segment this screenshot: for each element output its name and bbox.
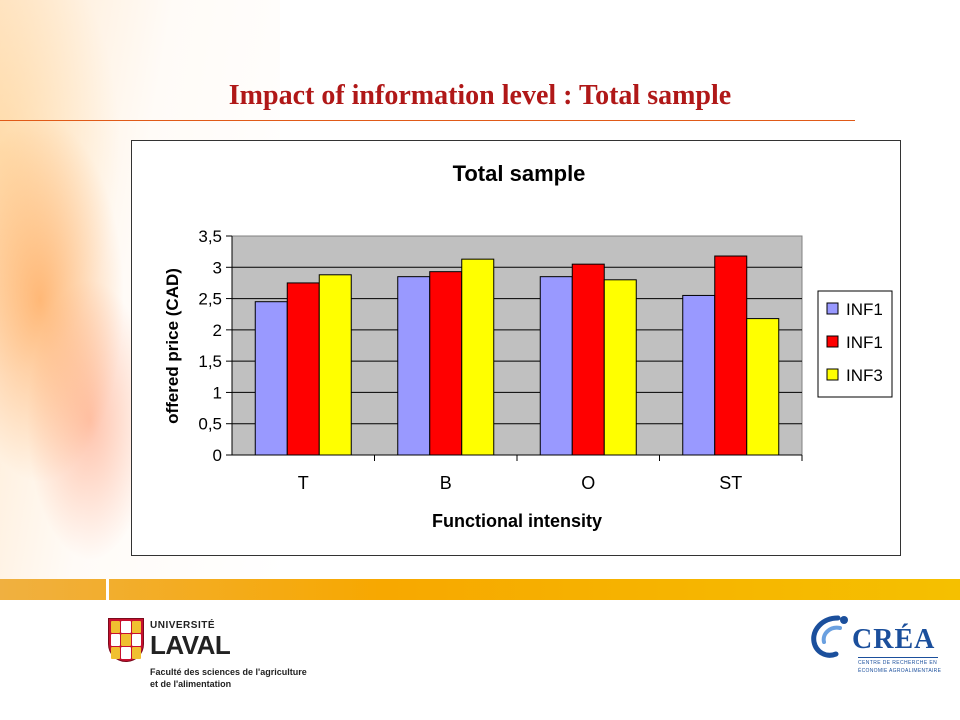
x-tick-label: B bbox=[440, 473, 452, 493]
bar-chart: Total sample 0 0,5 1 1,5 2 2,5 3 3,5 T B O ST offe… bbox=[163, 161, 893, 531]
laval-faculty-line2: et de l'alimentation bbox=[150, 679, 232, 689]
x-tick-labels: T B O ST bbox=[298, 473, 743, 493]
laval-crest-icon bbox=[108, 618, 144, 662]
bottom-color-band bbox=[0, 579, 960, 600]
crea-logo: CRÉA CENTRE DE RECHERCHE EN ÉCONOMIE AGR… bbox=[808, 612, 942, 682]
y-tick-label: 0 bbox=[213, 446, 222, 465]
y-tick-label: 3 bbox=[213, 258, 222, 277]
universite-laval-logo: UNIVERSITÉ LAVAL Faculté des sciences de… bbox=[108, 618, 308, 698]
bar-ST-2 bbox=[714, 255, 748, 456]
x-tick-label: O bbox=[581, 473, 595, 493]
bar-ST-3 bbox=[746, 318, 780, 456]
bar-B-2 bbox=[429, 271, 463, 456]
bar-B-1 bbox=[397, 276, 431, 456]
y-tick-labels: 0 0,5 1 1,5 2 2,5 3 3,5 bbox=[198, 227, 222, 465]
crea-subtitle-line2: ÉCONOMIE AGROALIMENTAIRE bbox=[858, 668, 942, 674]
x-tick-label: ST bbox=[719, 473, 742, 493]
title-underline bbox=[0, 120, 855, 121]
legend-swatch bbox=[826, 335, 839, 348]
band-divider bbox=[106, 579, 109, 600]
bar-O-2 bbox=[571, 263, 605, 456]
x-tick-label: T bbox=[298, 473, 309, 493]
crea-name-text: CRÉA bbox=[852, 624, 936, 655]
slide-title: Impact of information level : Total samp… bbox=[228, 80, 732, 111]
bar-T-2 bbox=[286, 282, 320, 456]
y-axis-label: offered price (CAD) bbox=[163, 268, 182, 424]
y-tick-label: 1,5 bbox=[198, 352, 222, 371]
bar-O-3 bbox=[603, 279, 637, 456]
crea-divider bbox=[858, 657, 938, 658]
legend-label: INF1 bbox=[846, 333, 883, 352]
crea-swirl-icon bbox=[811, 615, 848, 658]
legend-swatch bbox=[826, 368, 839, 381]
axes bbox=[226, 235, 803, 461]
chart-frame: Total sample 0 0,5 1 1,5 2 2,5 3 3,5 T B O ST offe… bbox=[131, 140, 901, 556]
bar-ST-1 bbox=[682, 294, 716, 456]
chart-title: Total sample bbox=[453, 161, 586, 186]
laval-universite-text: UNIVERSITÉ bbox=[150, 620, 216, 631]
bar-T-1 bbox=[254, 301, 288, 456]
y-tick-label: 1 bbox=[213, 383, 222, 402]
laval-faculty-line1: Faculté des sciences de l'agriculture bbox=[150, 667, 307, 677]
legend-swatch bbox=[826, 302, 839, 315]
legend-label: INF3 bbox=[846, 366, 883, 385]
y-tick-label: 3,5 bbox=[198, 227, 222, 246]
legend-label: INF1 bbox=[846, 300, 883, 319]
bars bbox=[254, 255, 780, 456]
bar-T-3 bbox=[318, 274, 352, 456]
crea-subtitle-line1: CENTRE DE RECHERCHE EN bbox=[858, 660, 938, 666]
y-tick-label: 2,5 bbox=[198, 290, 222, 309]
y-tick-label: 0,5 bbox=[198, 415, 222, 434]
y-tick-label: 2 bbox=[213, 321, 222, 340]
x-axis-label: Functional intensity bbox=[432, 511, 602, 531]
bar-B-3 bbox=[461, 258, 495, 456]
chart-legend: INF1 INF1 INF3 bbox=[817, 290, 893, 398]
bar-O-1 bbox=[539, 276, 573, 456]
laval-name-text: LAVAL bbox=[150, 630, 231, 660]
